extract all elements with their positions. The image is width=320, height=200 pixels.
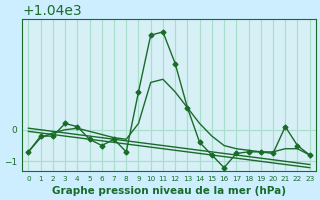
X-axis label: Graphe pression niveau de la mer (hPa): Graphe pression niveau de la mer (hPa) [52,186,286,196]
